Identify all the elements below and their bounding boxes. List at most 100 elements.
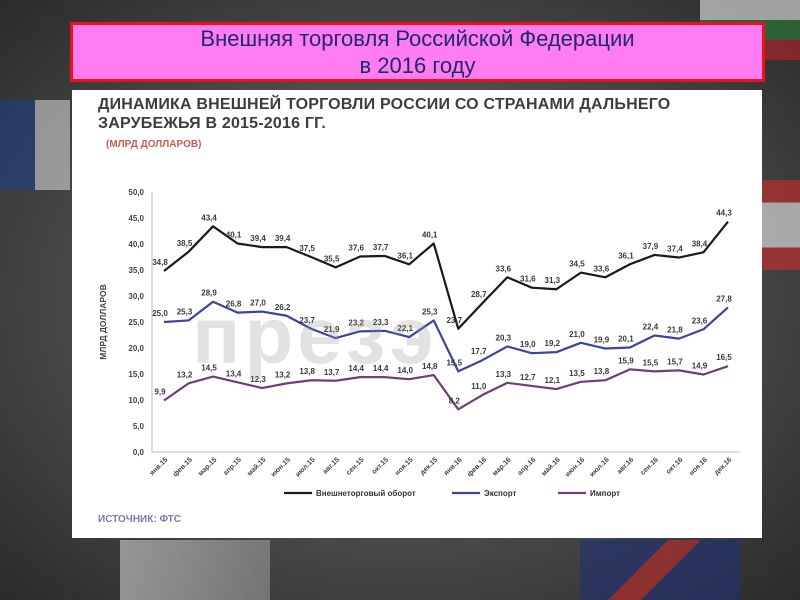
data-label: 12,7 (520, 373, 536, 382)
chart-heading: ДИНАМИКА ВНЕШНЕЙ ТОРГОВЛИ РОССИИ СО СТРА… (98, 96, 671, 132)
data-label: 23,2 (348, 318, 364, 327)
data-label: 38,5 (177, 239, 193, 248)
y-tick-label: 50,0 (128, 188, 144, 197)
series-line (163, 220, 729, 330)
data-label: 13,7 (324, 368, 340, 377)
data-label: 28,7 (471, 290, 487, 299)
data-label: 16,5 (716, 353, 732, 362)
data-label: 20,3 (496, 333, 512, 342)
slide-title-line2: в 2016 году (359, 53, 476, 78)
data-label: 43,4 (201, 213, 217, 222)
x-tick-label: янв.15 (149, 456, 170, 477)
y-tick-label: 25,0 (128, 318, 144, 327)
data-label: 15,5 (643, 358, 659, 367)
y-tick-label: 35,0 (128, 266, 144, 275)
data-label: 23,3 (373, 318, 389, 327)
data-label: 28,9 (201, 289, 217, 298)
data-label: 40,1 (422, 230, 438, 239)
data-label: 13,5 (569, 369, 585, 378)
x-tick-label: июн.16 (564, 456, 586, 478)
background-flag-left (0, 100, 70, 190)
data-label: 13,8 (299, 367, 315, 376)
data-label: 26,2 (275, 303, 291, 312)
x-tick-label: сен.16 (640, 456, 660, 476)
data-label: 13,4 (226, 369, 242, 378)
y-tick-label: 40,0 (128, 240, 144, 249)
y-tick-label: 20,0 (128, 344, 144, 353)
x-tick-label: май.16 (540, 456, 562, 478)
data-label: 34,5 (569, 260, 585, 269)
data-label: 31,3 (545, 276, 561, 285)
data-label: 13,3 (496, 370, 512, 379)
y-tick-label: 10,0 (128, 396, 144, 405)
x-tick-label: апр.15 (222, 456, 243, 477)
data-label: 25,3 (422, 307, 438, 316)
slide-title-line1: Внешняя торговля Российской Федерации (200, 26, 635, 51)
x-tick-label: апр.16 (517, 456, 538, 477)
data-label: 20,1 (618, 334, 634, 343)
data-label: 11,0 (471, 382, 487, 391)
slide-title-box: Внешняя торговля Российской Федерации в … (70, 22, 765, 82)
data-label: 12,3 (250, 375, 266, 384)
data-label: 8,2 (449, 396, 461, 405)
data-label: 21,9 (324, 325, 340, 334)
series-line (163, 365, 729, 411)
series-line (163, 300, 729, 373)
x-tick-label: ноя.16 (688, 456, 709, 477)
background-flag-right (760, 180, 800, 270)
chart-source: ИСТОЧНИК: ФТС (98, 514, 181, 525)
data-label: 14,8 (422, 362, 438, 371)
data-label: 36,1 (397, 251, 413, 260)
data-label: 37,7 (373, 243, 389, 252)
data-label: 12,1 (545, 376, 561, 385)
x-tick-label: сен.15 (345, 456, 365, 476)
y-axis-label: МЛРД ДОЛЛАРОВ (98, 284, 108, 359)
data-label: 13,8 (594, 367, 610, 376)
chart-subheading: (МЛРД ДОЛЛАРОВ) (106, 139, 202, 150)
y-tick-label: 30,0 (128, 292, 144, 301)
x-tick-label: авг.15 (322, 456, 341, 475)
data-label: 39,4 (275, 234, 291, 243)
data-label: 22,4 (643, 323, 659, 332)
x-tick-label: мар.15 (197, 456, 218, 477)
data-label: 39,4 (250, 234, 266, 243)
data-label: 19,9 (594, 336, 610, 345)
background-flag-bottom-right (580, 540, 740, 600)
data-label: 37,4 (667, 245, 683, 254)
data-label: 9,9 (154, 388, 166, 397)
data-label: 13,2 (177, 370, 193, 379)
data-label: 37,5 (299, 244, 315, 253)
x-tick-label: янв.16 (443, 456, 464, 477)
x-tick-label: авг.16 (616, 456, 635, 475)
x-tick-label: окт.16 (665, 456, 684, 475)
x-tick-label: дек.16 (713, 456, 733, 476)
data-label: 23,7 (446, 316, 462, 325)
data-label: 37,9 (643, 242, 659, 251)
y-tick-label: 0,0 (133, 448, 145, 457)
data-label: 38,4 (692, 239, 708, 248)
x-tick-label: июн.15 (270, 456, 292, 478)
data-label: 26,8 (226, 300, 242, 309)
x-tick-label: ноя.15 (394, 456, 415, 477)
data-label: 33,6 (594, 264, 610, 273)
data-label: 15,5 (446, 358, 462, 367)
data-label: 35,5 (324, 254, 340, 263)
data-label: 14,4 (373, 364, 389, 373)
legend-label: Экспорт (484, 489, 517, 498)
data-label: 23,6 (692, 316, 708, 325)
data-label: 27,0 (250, 299, 266, 308)
data-label: 21,8 (667, 326, 683, 335)
y-tick-label: 45,0 (128, 214, 144, 223)
data-label: 21,0 (569, 330, 585, 339)
data-label: 37,6 (348, 243, 364, 252)
y-tick-label: 15,0 (128, 370, 144, 379)
data-label: 44,3 (716, 209, 732, 218)
legend-label: Внешнеторговый оборот (316, 489, 416, 498)
data-label: 14,4 (348, 364, 364, 373)
data-label: 13,2 (275, 370, 291, 379)
x-tick-label: фев.16 (466, 456, 488, 478)
chart-card: ДИНАМИКА ВНЕШНЕЙ ТОРГОВЛИ РОССИИ СО СТРА… (72, 90, 762, 538)
x-tick-label: июл.15 (294, 456, 316, 478)
y-tick-label: 5,0 (133, 422, 145, 431)
x-tick-label: фев.15 (172, 456, 194, 478)
